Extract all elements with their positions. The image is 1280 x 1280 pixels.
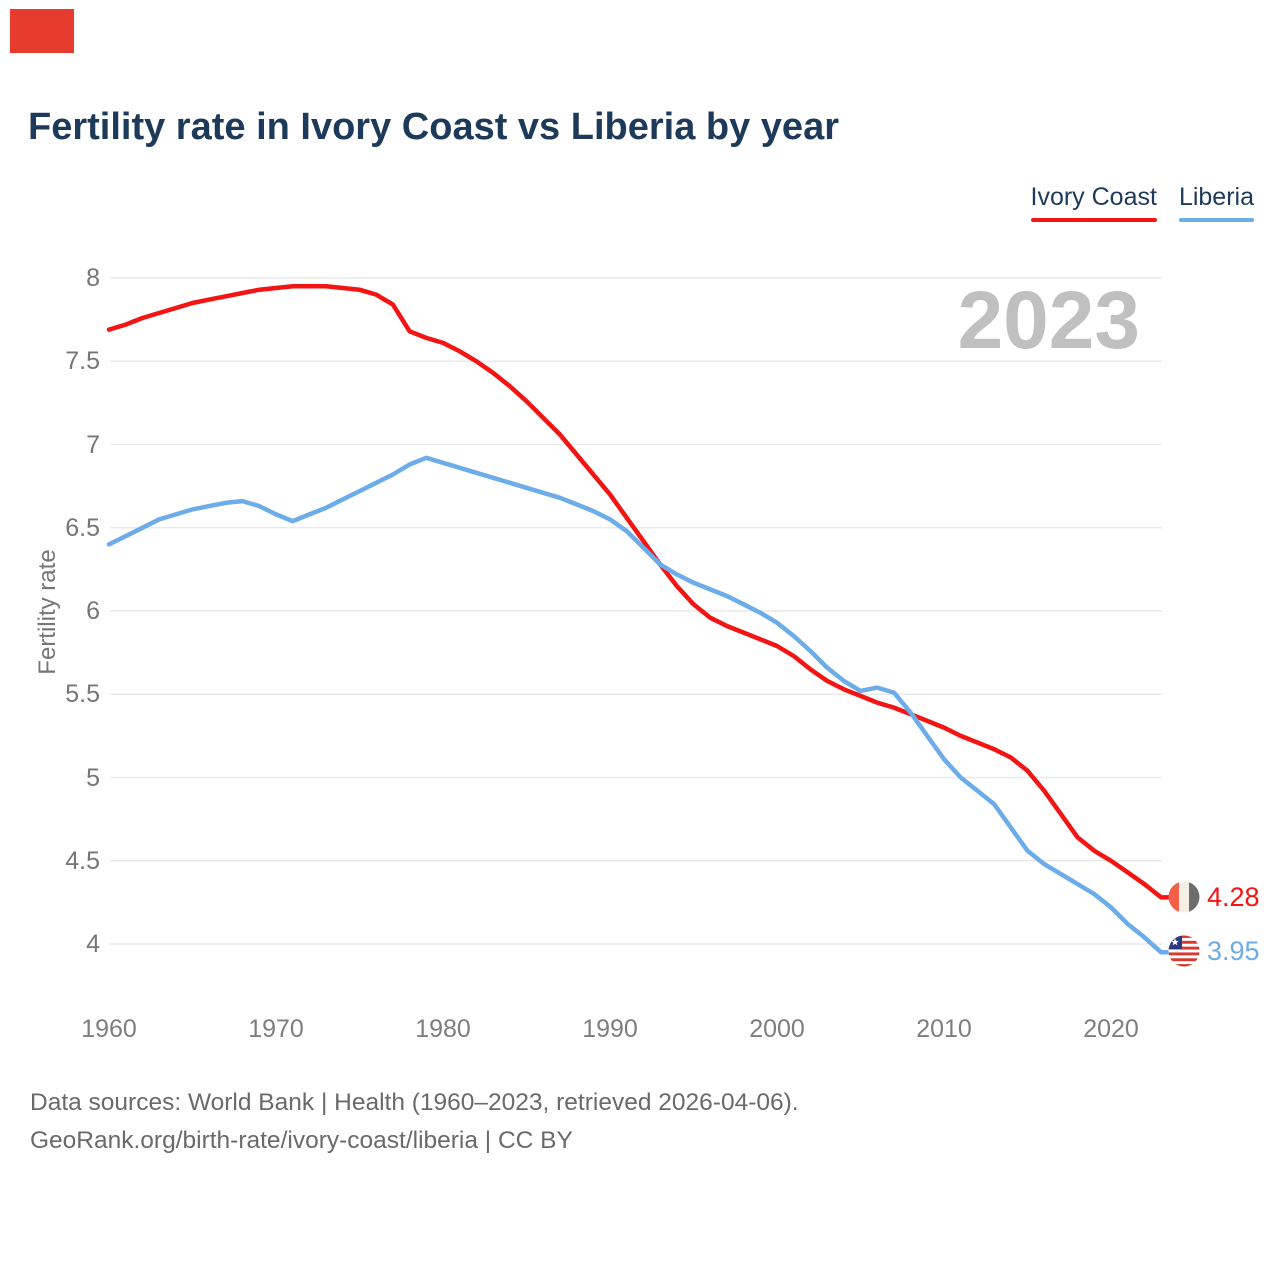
legend-item-ivory-coast[interactable]: Ivory Coast: [1030, 183, 1157, 222]
y-tick-5: 5: [86, 763, 100, 792]
y-tick-4: 4: [86, 930, 100, 958]
x-tick-2010: 2010: [916, 1015, 972, 1043]
legend-underline-ivory-coast: [1030, 218, 1157, 222]
liberia-flag-icon: [1168, 935, 1200, 967]
x-tick-2000: 2000: [749, 1015, 805, 1043]
x-tick-1960: 1960: [81, 1015, 137, 1043]
chart-title: Fertility rate in Ivory Coast vs Liberia…: [28, 106, 839, 148]
watermark-year: 2023: [957, 275, 1140, 366]
footer-source-url: GeoRank.org/birth-rate/ivory-coast/liber…: [30, 1127, 573, 1154]
ivory-coast-flag-icon: [1168, 881, 1200, 913]
y-tick-8: 8: [86, 264, 100, 292]
end-label-ivory-coast: 4.28: [1168, 880, 1260, 914]
y-tick-6-5: 6.5: [65, 513, 100, 542]
end-label-liberia: 3.95: [1168, 934, 1260, 968]
footer-data-sources: Data sources: World Bank | Health (1960–…: [30, 1089, 799, 1116]
brand-logo-block: [10, 9, 74, 53]
y-tick-6: 6: [86, 597, 100, 625]
legend-item-liberia[interactable]: Liberia: [1178, 183, 1254, 222]
legend-label-ivory-coast: Ivory Coast: [1030, 183, 1157, 211]
end-value-liberia: 3.95: [1207, 935, 1260, 966]
x-tick-1980: 1980: [415, 1015, 471, 1043]
x-tick-1970: 1970: [248, 1015, 304, 1043]
end-value-ivory-coast: 4.28: [1207, 881, 1260, 912]
legend: Ivory Coast Liberia: [1030, 183, 1254, 222]
footer-attribution: Data sources: World Bank | Health (1960–…: [30, 1084, 1130, 1160]
legend-label-liberia: Liberia: [1178, 183, 1254, 211]
x-tick-1990: 1990: [582, 1015, 638, 1043]
x-tick-2020: 2020: [1083, 1015, 1139, 1043]
y-tick-4-5: 4.5: [65, 846, 100, 875]
y-tick-5-5: 5.5: [65, 680, 100, 709]
y-tick-7-5: 7.5: [65, 347, 100, 376]
y-tick-7: 7: [86, 430, 100, 459]
legend-underline-liberia: [1178, 218, 1254, 222]
